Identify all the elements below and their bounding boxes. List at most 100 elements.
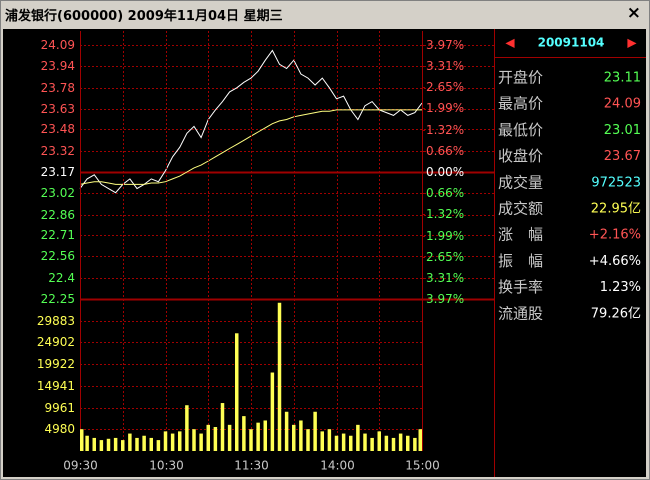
volume-bar — [80, 429, 84, 451]
y2-tick-label: 3.97% — [426, 38, 464, 52]
y-tick-label: 22.25 — [41, 292, 75, 306]
stat-label: 振 幅 — [498, 252, 543, 270]
volume-bar — [384, 435, 389, 451]
volume-bar — [256, 422, 260, 451]
volume-bar — [92, 437, 96, 451]
x-tick-label: 09:30 — [63, 459, 98, 473]
stat-value: 23.67 — [604, 149, 641, 164]
y2-tick-label: 1.32% — [426, 123, 464, 137]
volume-bar — [320, 431, 324, 451]
volume-bar — [135, 437, 139, 451]
stat-value: +4.66% — [589, 254, 641, 269]
stat-value: 23.01 — [604, 123, 641, 138]
stat-label: 最高价 — [498, 95, 543, 113]
stat-label: 成交量 — [498, 173, 543, 191]
y-tick-label: 23.02 — [41, 186, 75, 200]
volume-bar — [142, 435, 146, 451]
volume-bar — [220, 403, 225, 451]
chart: ◀ ▶ 20091104 24.09 23.94 23.78 23.63 23.48 23… — [3, 29, 646, 477]
volume-bar — [413, 437, 417, 451]
y2-tick-label: 0.00% — [426, 165, 464, 179]
y2-tick-label: 0.66% — [426, 144, 464, 158]
stat-label: 涨 幅 — [498, 226, 543, 244]
y-tick-label: 9961 — [44, 401, 75, 415]
volume-bar — [149, 437, 153, 451]
y2-tick-label: 2.65% — [426, 250, 464, 264]
stat-label: 收盘价 — [498, 147, 543, 165]
y2-tick-label: 1.32% — [426, 207, 464, 221]
next-day-arrow[interactable]: ▶ — [627, 36, 637, 50]
volume-bar — [99, 440, 104, 451]
volume-bar — [313, 411, 317, 451]
stat-value: +2.16% — [589, 228, 641, 243]
stat-label: 成交额 — [498, 200, 543, 218]
volume-bar — [227, 424, 232, 451]
volume-bar — [391, 437, 396, 451]
close-button[interactable]: × — [626, 3, 641, 23]
volume-bar — [277, 302, 282, 451]
volume-bar — [284, 411, 289, 451]
volume-bar — [370, 437, 374, 451]
y-tick-label: 22.56 — [41, 249, 75, 263]
y2-tick-label: 3.31% — [426, 59, 464, 73]
y-tick-label: 22.71 — [41, 228, 75, 242]
volume-bar — [263, 420, 267, 451]
volume-bar — [349, 435, 353, 451]
volume-bar — [406, 435, 410, 451]
stat-value: 23.11 — [604, 71, 641, 86]
volume-bar — [106, 438, 111, 451]
volume-bar — [206, 424, 210, 451]
stat-value: 79.26亿 — [591, 306, 641, 321]
y-tick-label: 23.94 — [41, 59, 75, 73]
volume-bar — [113, 437, 118, 451]
stat-value: 1.23% — [600, 280, 641, 295]
volume-bar — [341, 433, 346, 451]
window-title: 浦发银行(600000) 2009年11月04日 星期三 — [5, 9, 283, 24]
volume-bar — [363, 433, 367, 451]
volume-bar — [356, 424, 360, 451]
volume-bar — [185, 405, 189, 451]
volume-bar — [213, 427, 218, 451]
y-tick-label: 24.09 — [41, 38, 75, 52]
volume-bar — [327, 429, 332, 451]
volume-bar — [156, 440, 161, 451]
x-tick-label: 14:00 — [320, 459, 355, 473]
volume-bar — [170, 433, 175, 451]
volume-bar — [163, 431, 168, 451]
volume-bar — [306, 429, 310, 451]
y-tick-label: 22.4 — [48, 271, 75, 285]
volume-bar — [192, 429, 196, 451]
volume-bar — [334, 435, 339, 451]
volume-bar — [292, 424, 296, 451]
y-tick-label: 23.17 — [41, 165, 75, 179]
y-tick-label: 29883 — [37, 314, 75, 328]
y2-tick-label: 1.99% — [426, 229, 464, 243]
x-tick-label: 10:30 — [149, 459, 184, 473]
stat-label: 最低价 — [498, 121, 543, 139]
volume-bar — [128, 433, 132, 451]
price-line — [79, 49, 423, 194]
y2-tick-label: 0.66% — [426, 186, 464, 200]
y-tick-label: 22.86 — [41, 208, 75, 222]
y-tick-label: 24902 — [37, 335, 75, 349]
stat-label: 流通股 — [498, 304, 543, 322]
x-tick-label: 11:30 — [234, 459, 269, 473]
volume-bar — [418, 429, 422, 451]
volume-bar — [199, 433, 203, 451]
chart-background — [3, 29, 646, 477]
y-tick-label: 14941 — [37, 379, 75, 393]
stat-value: 22.95亿 — [591, 202, 641, 217]
volume-bar — [249, 429, 253, 451]
volume-bar — [242, 416, 246, 451]
volume-bar — [377, 431, 381, 451]
volume-bar — [235, 333, 239, 451]
volume-bar — [121, 440, 125, 451]
volume-bar — [398, 433, 403, 451]
stat-label: 换手率 — [498, 278, 543, 296]
prev-day-arrow[interactable]: ◀ — [505, 36, 515, 50]
stat-label: 开盘价 — [498, 69, 543, 87]
panel-date: 20091104 — [538, 36, 605, 50]
volume-bar — [85, 435, 89, 451]
x-tick-label: 15:00 — [405, 459, 440, 473]
y-tick-label: 23.63 — [41, 102, 75, 116]
